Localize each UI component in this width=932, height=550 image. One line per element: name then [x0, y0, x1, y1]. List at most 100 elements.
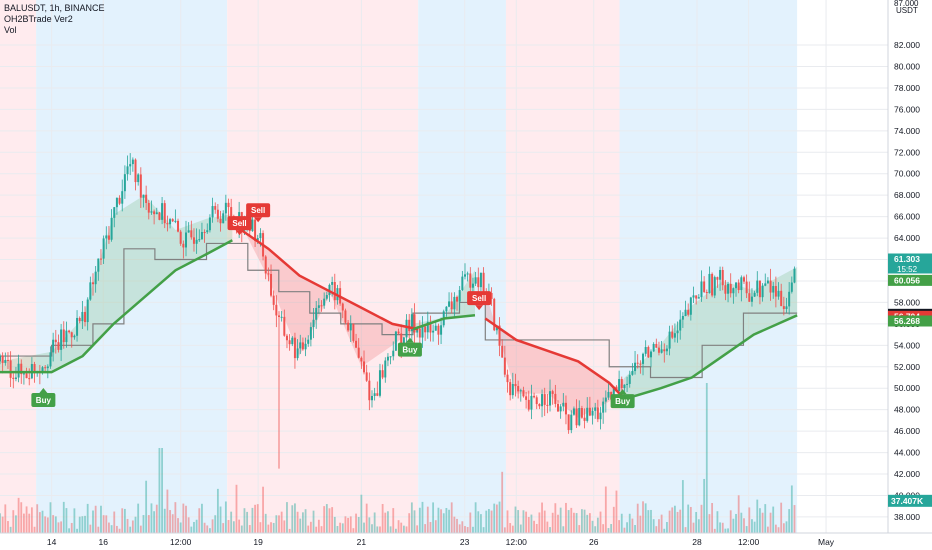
volume-bar [134, 516, 137, 533]
candle-body [604, 397, 607, 402]
candle-body [299, 342, 302, 349]
sell-signal[interactable]: Sell [467, 291, 492, 311]
volume-bar [357, 516, 360, 533]
candle-body [517, 386, 520, 392]
volume-bar [517, 510, 520, 533]
volume-bar [230, 511, 233, 533]
buy-signal[interactable]: Buy [610, 389, 635, 409]
volume-bar [206, 525, 209, 533]
sell-signal[interactable]: Sell [227, 216, 252, 236]
volume-bar [522, 510, 525, 533]
volume-bar [158, 448, 161, 533]
candle-body [6, 359, 9, 361]
price-tick-label: 80.000 [894, 61, 920, 71]
legend-indicator[interactable]: OH2BTrade Ver2 [4, 14, 73, 24]
volume-bar [102, 515, 105, 533]
volume-bar [440, 509, 442, 533]
volume-bar [137, 503, 140, 533]
candle-body [192, 237, 195, 244]
price-tick-label: 82.000 [894, 40, 920, 50]
volume-bar [153, 511, 156, 533]
candle-body [418, 328, 421, 338]
candle-body [554, 393, 557, 404]
candle-body [612, 386, 615, 400]
buy-signal[interactable]: Buy [31, 388, 56, 408]
volume-bar [588, 513, 591, 533]
sell-signal[interactable]: Sell [246, 203, 271, 223]
volume-bar [203, 522, 206, 533]
volume-bar [238, 519, 241, 533]
volume-bar [123, 508, 126, 533]
candle-body [293, 337, 296, 359]
candle-body [91, 282, 94, 285]
candle-body [572, 408, 575, 415]
trend-line-sell [236, 226, 419, 331]
time-tick-label: 23 [460, 537, 470, 547]
legend-volume[interactable]: Vol [4, 25, 17, 35]
candle-body [673, 333, 676, 338]
candle-body [317, 305, 320, 308]
candle-body [320, 305, 323, 307]
candle-body [179, 231, 182, 244]
signal-arrow [405, 337, 414, 343]
volume-bar [724, 528, 727, 533]
candle-body [68, 330, 71, 333]
candle-body [206, 230, 209, 233]
signal-arrow [475, 305, 484, 311]
volume-bar [679, 509, 682, 533]
price-tick-label: 68.000 [894, 190, 920, 200]
signal-label: Sell [251, 206, 265, 215]
candle-body [378, 370, 381, 396]
volume-bar [490, 510, 493, 533]
volume-bar [418, 507, 421, 533]
legend-symbol[interactable]: BALUSDT, 1h, BINANCE [4, 3, 105, 13]
candle-body [737, 282, 740, 291]
candle-body [599, 412, 602, 420]
candle-body [386, 356, 389, 361]
time-tick-label: 19 [253, 537, 263, 547]
candle-body [498, 325, 501, 346]
volume-bar [687, 504, 690, 533]
candle-body [177, 220, 180, 232]
candle-body [687, 309, 690, 315]
volume-bar [105, 515, 108, 533]
signal-label: Buy [402, 346, 418, 355]
volume-bar [23, 513, 25, 533]
volume-bar [466, 527, 469, 533]
volume-bar [286, 502, 288, 533]
candle-body [501, 345, 504, 358]
candle-body [538, 404, 541, 407]
volume-bar [480, 514, 482, 533]
candle-body [86, 299, 89, 323]
candle-body [73, 335, 76, 338]
candle-body [458, 290, 461, 302]
candle-body [102, 238, 105, 259]
candle-body [594, 407, 597, 411]
volume-bar [660, 514, 663, 533]
volume-bar [663, 528, 666, 533]
price-tick-label: 66.000 [894, 212, 920, 222]
candle-body [376, 393, 379, 396]
candle-body [575, 408, 578, 426]
volume-bar [782, 523, 785, 533]
candle-body [535, 397, 538, 405]
candle-body [219, 218, 222, 224]
volume-bar [578, 525, 581, 533]
candle-body [285, 335, 288, 341]
candle-body [288, 340, 291, 345]
candle-body [729, 283, 732, 294]
volume-bar [671, 507, 674, 533]
volume-bar [716, 511, 719, 533]
candle-body [578, 408, 581, 426]
candle-body [453, 296, 456, 310]
candle-body [766, 280, 769, 284]
price-tick-label: 48.000 [894, 405, 920, 415]
volume-bar [333, 516, 336, 533]
candle-body [596, 407, 599, 420]
candle-body [373, 393, 376, 396]
volume-bar [110, 525, 113, 533]
candle-body [291, 337, 294, 345]
volume-bar [1, 516, 4, 533]
buy-signal[interactable]: Buy [397, 337, 422, 357]
